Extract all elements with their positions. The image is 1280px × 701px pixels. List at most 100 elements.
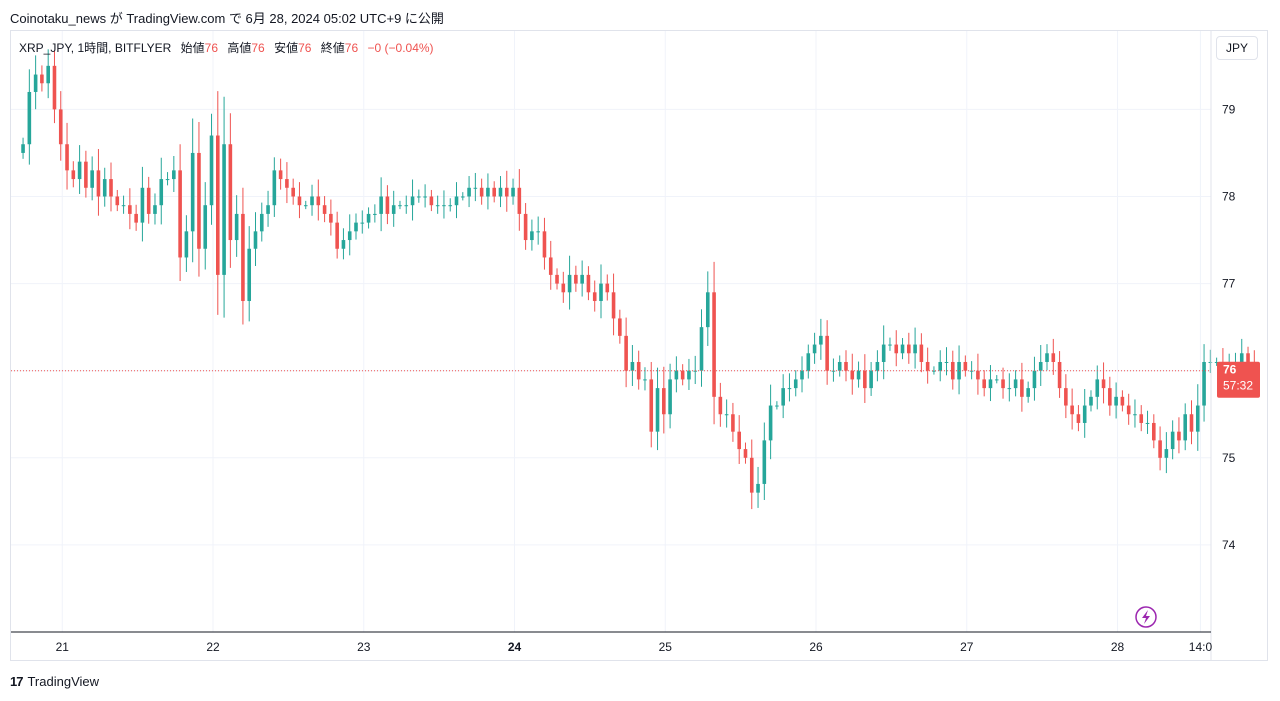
candle-body (982, 379, 986, 389)
candle-body (1070, 405, 1074, 415)
candle-body (398, 205, 402, 207)
candle-body (1057, 361, 1062, 389)
candle-body (52, 65, 57, 110)
x-tick-label-5: 26 (809, 640, 823, 654)
candle-body (963, 361, 968, 371)
candle-body (442, 205, 446, 207)
candle-body (605, 283, 610, 293)
candle-body (253, 231, 258, 249)
candle-body (373, 213, 377, 215)
candle-body (1038, 361, 1043, 371)
candle-body (96, 170, 101, 197)
candle-body (429, 196, 434, 206)
candle-body (77, 161, 82, 180)
candle-body (542, 231, 547, 258)
price-tag-countdown: 57:32 (1223, 379, 1253, 393)
candle-body (976, 370, 980, 380)
candle-body (844, 361, 848, 371)
candle-body (473, 187, 478, 189)
candle-body (932, 370, 936, 372)
candle-body (1126, 405, 1131, 415)
candle-body (856, 370, 861, 380)
candle-body (1051, 353, 1056, 362)
candle-body (611, 292, 616, 319)
candle-body (1089, 396, 1093, 406)
candle-body (869, 370, 873, 389)
candle-body (234, 213, 239, 241)
candle-body (800, 370, 804, 380)
candle-body (259, 213, 264, 232)
candle-body (153, 205, 157, 214)
y-tick-label-4: 75 (1222, 451, 1236, 465)
candle-body (27, 91, 32, 145)
candle-body (1158, 440, 1162, 458)
candle-body (423, 196, 427, 198)
candle-body (511, 187, 515, 197)
candle-body (1082, 405, 1087, 423)
candle-body (115, 196, 120, 206)
candle-body (215, 135, 220, 275)
candle-body (1076, 414, 1081, 423)
candle-body (643, 379, 647, 381)
candle-body (1001, 379, 1005, 389)
candle-body (347, 231, 352, 241)
candle-body (536, 231, 540, 233)
candle-body (881, 344, 886, 362)
candle-body (40, 74, 44, 84)
candle-body (404, 205, 409, 207)
candle-body (1195, 405, 1200, 432)
candle-body (1064, 388, 1068, 406)
candle-body (586, 274, 591, 293)
candle-body (366, 213, 371, 223)
candle-body (385, 196, 390, 214)
candle-body (900, 344, 905, 354)
candle-body (567, 274, 572, 293)
candle-body (888, 344, 892, 346)
candle-body (687, 370, 691, 380)
candle-body (1007, 388, 1012, 390)
candle-body (159, 179, 164, 206)
candle-body (737, 431, 741, 450)
candle-body (1214, 361, 1219, 363)
candle-body (1095, 379, 1100, 397)
candle-body (787, 388, 792, 390)
legend-low-label: 安値 (274, 41, 299, 55)
candle-body (523, 213, 528, 241)
tradingview-footer[interactable]: 17 TradingView (10, 674, 99, 689)
candle-body (837, 361, 842, 371)
candle-body (580, 274, 584, 284)
chart-grid (11, 31, 1211, 632)
legend-high-label: 高値 (227, 41, 252, 55)
candle-body (762, 440, 767, 484)
candle-body (944, 361, 949, 363)
lightning-icon[interactable] (1135, 606, 1157, 628)
candle-body (548, 257, 553, 275)
published-line: Coinotaku_news が TradingView.com で 6月 28… (10, 11, 444, 26)
legend-change: −0 (−0.04%) (367, 41, 434, 55)
candle-body (335, 222, 339, 249)
candle-body (1177, 431, 1181, 441)
candle-body (479, 187, 484, 197)
candle-body (467, 187, 471, 197)
candle-body (33, 74, 38, 92)
candle-body (285, 179, 289, 188)
candle-body (146, 187, 151, 214)
candle-body (65, 144, 69, 171)
candle-series (21, 49, 1257, 510)
candle-body (825, 335, 829, 371)
candle-body (1020, 379, 1024, 397)
x-tick-label-6: 27 (960, 640, 974, 654)
candle-body (806, 353, 811, 371)
candle-body (1239, 353, 1244, 362)
candle-body (775, 405, 779, 407)
legend-open-value: 76 (204, 41, 218, 55)
candle-body (165, 179, 170, 181)
candle-body (718, 396, 723, 415)
candle-body (1183, 414, 1188, 441)
candle-body (184, 231, 189, 258)
x-tick-label-1: 22 (206, 640, 220, 654)
candle-body (561, 283, 566, 293)
currency-button[interactable]: JPY (1216, 36, 1258, 60)
candle-body (705, 292, 710, 328)
